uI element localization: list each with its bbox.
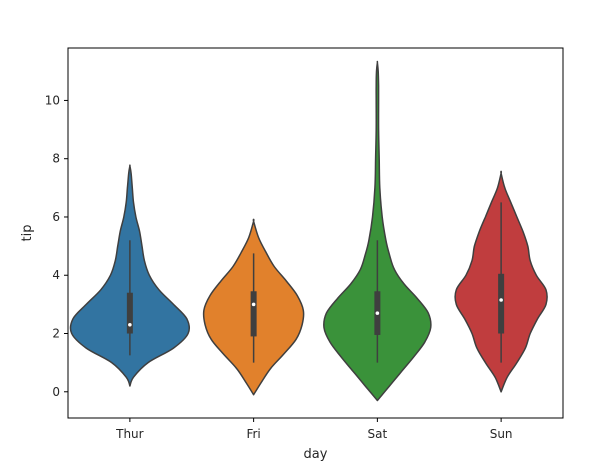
y-tick-label: 0 <box>52 385 60 399</box>
median-sat <box>375 311 380 315</box>
y-tick-label: 8 <box>52 152 60 166</box>
y-tick-label: 10 <box>45 93 60 107</box>
iqr-box-sun <box>498 273 505 334</box>
median-sun <box>499 298 503 302</box>
x-axis-label: day <box>304 447 328 462</box>
x-tick-label-fri: Fri <box>246 427 260 441</box>
y-tick-label: 6 <box>52 210 60 224</box>
x-tick-label-thur: Thur <box>115 427 144 441</box>
x-tick-label-sat: Sat <box>368 427 388 441</box>
y-tick-label: 2 <box>52 327 60 341</box>
iqr-box-fri <box>250 291 257 337</box>
median-fri <box>251 302 256 307</box>
x-axis: Thur Fri Sat Sun <box>115 418 513 441</box>
iqr-box-thur <box>126 292 133 334</box>
y-axis-label: tip <box>20 225 35 242</box>
y-tick-label: 4 <box>52 268 60 282</box>
plot-frame <box>67 47 564 419</box>
violin-sat <box>323 60 432 402</box>
median-thur <box>128 322 132 327</box>
violins-layer <box>69 60 548 402</box>
y-axis: 0 2 4 6 8 10 <box>45 93 68 399</box>
x-tick-label-sun: Sun <box>490 427 513 441</box>
